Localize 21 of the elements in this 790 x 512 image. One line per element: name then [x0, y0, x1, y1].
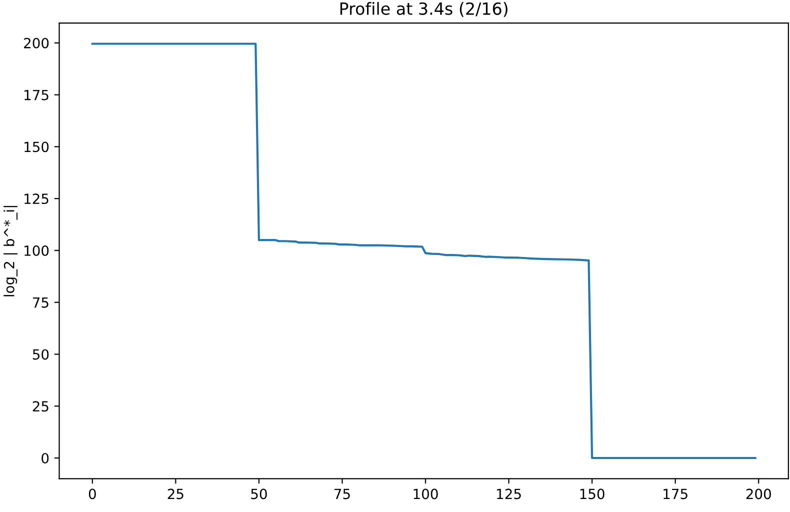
y-tick-label: 175	[24, 90, 48, 100]
y-tick-label: 0	[42, 452, 49, 464]
y-tick-label: 125	[24, 194, 48, 204]
y-axis-title: log_2 | b^*_i|	[4, 206, 18, 296]
x-tick-label: 200	[746, 488, 771, 500]
x-tick-label: 25	[168, 488, 184, 500]
chart-title: Profile at 3.4s (2/16)	[340, 2, 508, 17]
x-tick-label: 150	[580, 488, 604, 500]
y-tick-label: 200	[24, 38, 49, 48]
x-tick-label: 175	[664, 488, 688, 500]
y-tick-label: 150	[24, 142, 49, 152]
line-series	[91, 42, 756, 460]
y-tick-label: 50	[32, 349, 49, 360]
y-tick-label: 100	[24, 245, 49, 256]
x-tick-label: 50	[251, 488, 267, 500]
x-tick-label: 0	[88, 488, 96, 500]
y-tick-label: 75	[32, 298, 48, 308]
y-tick-label: 25	[32, 401, 48, 412]
x-tick-label: 125	[497, 488, 521, 500]
x-tick-label: 100	[414, 488, 438, 500]
x-tick-label: 75	[334, 488, 350, 500]
